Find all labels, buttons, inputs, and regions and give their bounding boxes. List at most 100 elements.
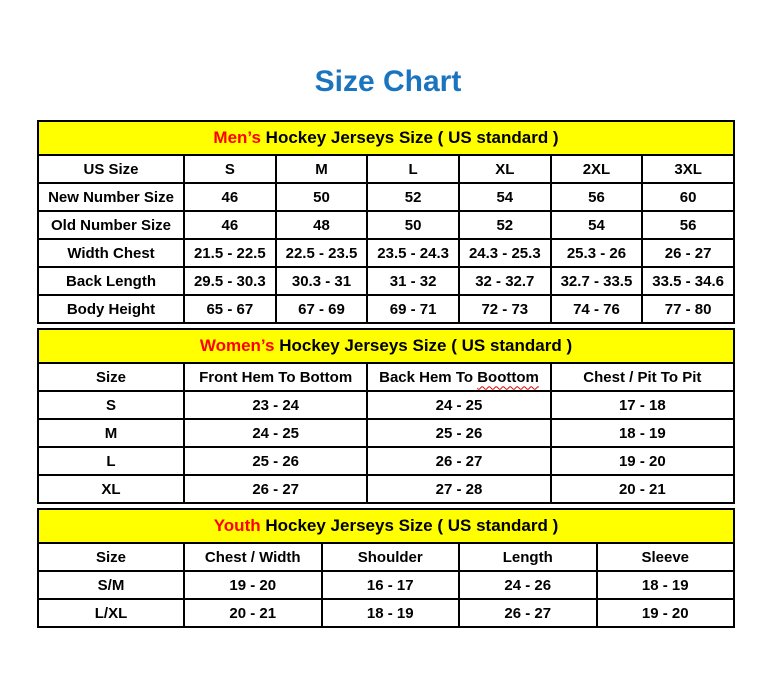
youth-table-cell: 19 - 20 (183, 570, 323, 600)
mens-row-label: New Number Size (37, 182, 185, 212)
mens-column-header: L (366, 154, 460, 184)
mens-table-cell: 74 - 76 (549, 294, 644, 324)
youth-column-header: Size (37, 542, 185, 572)
mens-row-label: Body Height (37, 294, 185, 324)
mens-column-header: M (274, 154, 369, 184)
womens-header-row: Size Front Hem To Bottom Back Hem To Boott… (37, 362, 736, 392)
womens-table-row: XL 26 - 27 27 - 28 20 - 21 (37, 474, 736, 504)
womens-table-cell: 23 - 24 (182, 390, 369, 420)
mens-column-header: XL (457, 154, 552, 184)
mens-row-label: Old Number Size (37, 210, 185, 240)
youth-table-cell: 18 - 19 (595, 570, 735, 600)
youth-size-table: Youth Hockey Jerseys Size ( US standard … (37, 508, 735, 628)
mens-table-cell: 48 (274, 210, 369, 240)
youth-table-cell: 18 - 19 (320, 598, 460, 628)
mens-table-cell: 22.5 - 23.5 (274, 238, 369, 268)
youth-table-row: S/M 19 - 20 16 - 17 24 - 26 18 - 19 (37, 570, 735, 600)
womens-caption-text: Hockey Jerseys Size ( US standard ) (274, 336, 573, 355)
mens-table-cell: 54 (549, 210, 644, 240)
mens-table-cell: 77 - 80 (641, 294, 735, 324)
mens-table-cell: 56 (641, 210, 735, 240)
mens-header-row: US Size S M L XL 2XL 3XL (37, 154, 735, 184)
mens-table-row: Body Height 65 - 67 67 - 69 69 - 71 72 - 73 7… (37, 294, 735, 324)
mens-caption: Men’s Hockey Jerseys Size ( US standard … (37, 120, 735, 156)
womens-column-header: Back Hem To Boottom (366, 362, 552, 392)
youth-column-header: Length (458, 542, 598, 572)
mens-table-cell: 54 (457, 182, 552, 212)
mens-table-cell: 21.5 - 22.5 (183, 238, 277, 268)
womens-column-header: Front Hem To Bottom (182, 362, 369, 392)
mens-table-row: Old Number Size 46 48 50 52 54 56 (37, 210, 735, 240)
youth-table-cell: 19 - 20 (595, 598, 735, 628)
mens-table-cell: 33.5 - 34.6 (641, 266, 735, 296)
womens-table-cell: 26 - 27 (182, 474, 369, 504)
mens-table-cell: 30.3 - 31 (274, 266, 369, 296)
mens-table-cell: 24.3 - 25.3 (457, 238, 552, 268)
size-tables-container: Men’s Hockey Jerseys Size ( US standard … (37, 120, 737, 628)
womens-column-header: Chest / Pit To Pit (549, 362, 736, 392)
youth-caption-text: Hockey Jerseys Size ( US standard ) (260, 516, 559, 535)
mens-table-cell: 65 - 67 (183, 294, 277, 324)
youth-caption-audience: Youth (213, 516, 261, 535)
womens-table-cell: 24 - 25 (366, 390, 552, 420)
womens-size-table: Women’s Hockey Jerseys Size ( US standar… (37, 328, 736, 504)
mens-column-header: US Size (37, 154, 185, 184)
mens-table-cell: 26 - 27 (641, 238, 735, 268)
mens-table-cell: 25.3 - 26 (549, 238, 644, 268)
mens-table-cell: 46 (183, 182, 277, 212)
mens-row-label: Width Chest (37, 238, 185, 268)
womens-table-cell: 25 - 26 (182, 446, 369, 476)
mens-table-cell: 52 (457, 210, 552, 240)
youth-caption: Youth Hockey Jerseys Size ( US standard … (37, 508, 735, 544)
mens-table-row: Back Length 29.5 - 30.3 30.3 - 31 31 - 32 32… (37, 266, 735, 296)
mens-table-cell: 52 (366, 182, 460, 212)
womens-table-row: L 25 - 26 26 - 27 19 - 20 (37, 446, 736, 476)
youth-table-cell: 24 - 26 (458, 570, 598, 600)
womens-table-cell: 24 - 25 (182, 418, 369, 448)
youth-table-cell: 26 - 27 (458, 598, 598, 628)
mens-table-cell: 67 - 69 (274, 294, 369, 324)
mens-size-table: Men’s Hockey Jerseys Size ( US standard … (37, 120, 735, 324)
page-title: Size Chart (314, 65, 462, 98)
mens-table-cell: 32 - 32.7 (457, 266, 552, 296)
womens-table-cell: 19 - 20 (549, 446, 736, 476)
youth-caption-row: Youth Hockey Jerseys Size ( US standard … (37, 508, 735, 544)
womens-table-cell: 26 - 27 (366, 446, 552, 476)
mens-table-row: Width Chest 21.5 - 22.5 22.5 - 23.5 23.5 - … (37, 238, 735, 268)
mens-table-cell: 46 (183, 210, 277, 240)
mens-table-cell: 31 - 32 (366, 266, 460, 296)
womens-column-header: Size (37, 362, 185, 392)
womens-table-row: S 23 - 24 24 - 25 17 - 18 (37, 390, 736, 420)
mens-table-cell: 50 (366, 210, 460, 240)
mens-table-cell: 56 (549, 182, 644, 212)
womens-table-cell: 18 - 19 (549, 418, 736, 448)
mens-row-label: Back Length (37, 266, 185, 296)
womens-row-label: XL (37, 474, 185, 504)
youth-column-header: Chest / Width (183, 542, 323, 572)
womens-row-label: S (37, 390, 185, 420)
womens-caption-row: Women’s Hockey Jerseys Size ( US standar… (37, 328, 735, 364)
misspelled-word: Boottom (477, 368, 539, 386)
mens-column-header: S (183, 154, 277, 184)
womens-table-cell: 27 - 28 (366, 474, 552, 504)
mens-table-cell: 60 (641, 182, 735, 212)
mens-column-header: 2XL (549, 154, 644, 184)
youth-column-header: Shoulder (320, 542, 460, 572)
womens-table-cell: 25 - 26 (366, 418, 552, 448)
youth-table-cell: 16 - 17 (320, 570, 460, 600)
youth-header-row: Size Chest / Width Shoulder Length Sleeve (37, 542, 735, 572)
womens-caption: Women’s Hockey Jerseys Size ( US standar… (37, 328, 735, 364)
mens-table-cell: 50 (274, 182, 369, 212)
womens-table-row: M 24 - 25 25 - 26 18 - 19 (37, 418, 736, 448)
youth-row-label: L/XL (37, 598, 185, 628)
mens-table-cell: 23.5 - 24.3 (366, 238, 460, 268)
youth-column-header: Sleeve (595, 542, 735, 572)
womens-row-label: M (37, 418, 185, 448)
womens-row-label: L (37, 446, 185, 476)
mens-caption-audience: Men’s (213, 128, 261, 147)
womens-caption-audience: Women’s (199, 336, 275, 355)
mens-table-row: New Number Size 46 50 52 54 56 60 (37, 182, 735, 212)
youth-row-label: S/M (37, 570, 185, 600)
mens-caption-row: Men’s Hockey Jerseys Size ( US standard … (37, 120, 735, 156)
youth-table-row: L/XL 20 - 21 18 - 19 26 - 27 19 - 20 (37, 598, 735, 628)
